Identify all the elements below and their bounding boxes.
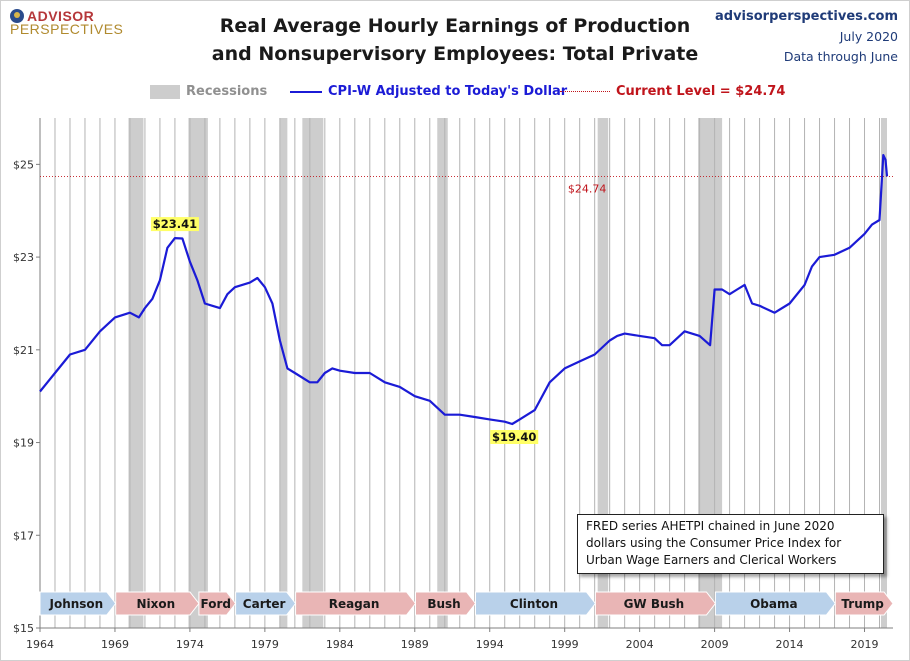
series-lines xyxy=(39,154,889,426)
president-arrow xyxy=(115,591,200,616)
current-level-value-label: $24.74 xyxy=(568,182,607,195)
value-annotations: $23.41 $19.40 $24.74 xyxy=(150,182,607,444)
x-tick-label: 1964 xyxy=(26,638,54,651)
president-arrow xyxy=(198,591,237,616)
president-label: Nixon xyxy=(136,597,175,611)
y-tick-label: $23 xyxy=(13,251,34,264)
y-tick-label: $21 xyxy=(13,344,34,357)
annotation-highlight xyxy=(490,430,539,444)
legend-current-label: Current Level = $24.74 xyxy=(616,84,786,99)
y-axis-labels: $15 $17 $19 $21 $23 $25 xyxy=(13,158,34,635)
recession-band xyxy=(128,118,144,628)
president-arrow xyxy=(834,591,894,616)
legend-current: Current Level = $24.74 xyxy=(560,82,785,102)
site-name: advisorperspectives.com xyxy=(714,9,898,24)
legend-current-swatch xyxy=(560,91,610,92)
recession-band xyxy=(188,118,208,628)
chart-title: Real Average Hourly Earnings of Producti… xyxy=(170,12,740,68)
y-tick-label: $15 xyxy=(13,622,34,635)
president-arrow xyxy=(714,591,836,616)
president-label: Bush xyxy=(427,597,460,611)
recession-band xyxy=(437,118,448,628)
chart-title-line-2: and Nonsupervisory Employees: Total Priv… xyxy=(211,43,699,65)
x-tick-label: 1969 xyxy=(101,638,129,651)
chart-legend: Recessions CPI-W Adjusted to Today's Dol… xyxy=(0,82,910,102)
x-tick-label: 1989 xyxy=(401,638,429,651)
legend-series: CPI-W Adjusted to Today's Dollar xyxy=(290,82,567,102)
x-tick-label: 1984 xyxy=(326,638,354,651)
president-label: Johnson xyxy=(48,597,103,611)
recession-band xyxy=(881,118,888,628)
x-tick-label: 2009 xyxy=(701,638,729,651)
logo-line-2: PERSPECTIVES xyxy=(10,21,124,37)
legend-recessions: Recessions xyxy=(150,82,267,102)
x-tick-label: 2004 xyxy=(626,638,654,651)
x-tick-label: 2014 xyxy=(776,638,804,651)
president-label: Ford xyxy=(201,597,231,611)
chart-meta: advisorperspectives.com July 2020 Data t… xyxy=(715,7,898,67)
x-tick-label: 2019 xyxy=(851,638,879,651)
advisor-perspectives-logo: ADVISOR PERSPECTIVES xyxy=(10,8,123,37)
x-tick-label: 1994 xyxy=(476,638,504,651)
president-arrow xyxy=(39,591,117,616)
president-label: Reagan xyxy=(329,597,380,611)
legend-recessions-label: Recessions xyxy=(186,84,268,99)
logo-line-1: ADVISOR xyxy=(27,8,95,24)
recession-band xyxy=(302,118,324,628)
annotation-highlight xyxy=(150,217,199,232)
recession-band xyxy=(597,118,609,628)
x-tick-label: 1974 xyxy=(176,638,204,651)
president-label: Obama xyxy=(750,597,798,611)
logo-mark-icon xyxy=(10,9,24,23)
y-tick-label: $19 xyxy=(13,437,34,450)
publish-date: July 2020 xyxy=(839,29,898,44)
y-tick-label: $17 xyxy=(13,529,34,542)
series-line xyxy=(39,154,889,426)
source-note: FRED series AHETPI chained in June 2020 … xyxy=(577,514,884,574)
recession-bands xyxy=(128,118,888,628)
annotation-label: $19.40 xyxy=(492,430,536,444)
president-label: Clinton xyxy=(510,597,558,611)
x-axis-labels: 1964 1969 1974 1979 1984 1989 1994 1999 2004 2009… xyxy=(26,638,879,651)
data-through: Data through June xyxy=(783,49,898,64)
y-tick-label: $25 xyxy=(13,158,34,171)
president-arrows: Johnson Nixon Ford Carter Reagan Bush Clinton G… xyxy=(39,591,894,616)
annotation-label: $23.41 xyxy=(153,217,197,231)
president-arrow xyxy=(235,591,297,616)
recession-band xyxy=(279,118,288,628)
chart-title-line-1: Real Average Hourly Earnings of Producti… xyxy=(219,15,691,37)
president-arrow xyxy=(594,591,717,616)
legend-series-swatch xyxy=(290,90,322,93)
president-label: Carter xyxy=(243,597,286,611)
president-arrow xyxy=(475,591,597,616)
president-arrow xyxy=(415,591,477,616)
legend-recession-swatch xyxy=(150,84,180,99)
chart-axes xyxy=(36,118,893,632)
president-arrow xyxy=(295,591,417,616)
legend-series-label: CPI-W Adjusted to Today's Dollar xyxy=(328,84,568,99)
x-tick-label: 1999 xyxy=(551,638,579,651)
x-tick-label: 1979 xyxy=(251,638,279,651)
president-label: Trump xyxy=(841,597,884,611)
recession-band xyxy=(698,118,723,628)
president-label: GW Bush xyxy=(624,597,685,611)
